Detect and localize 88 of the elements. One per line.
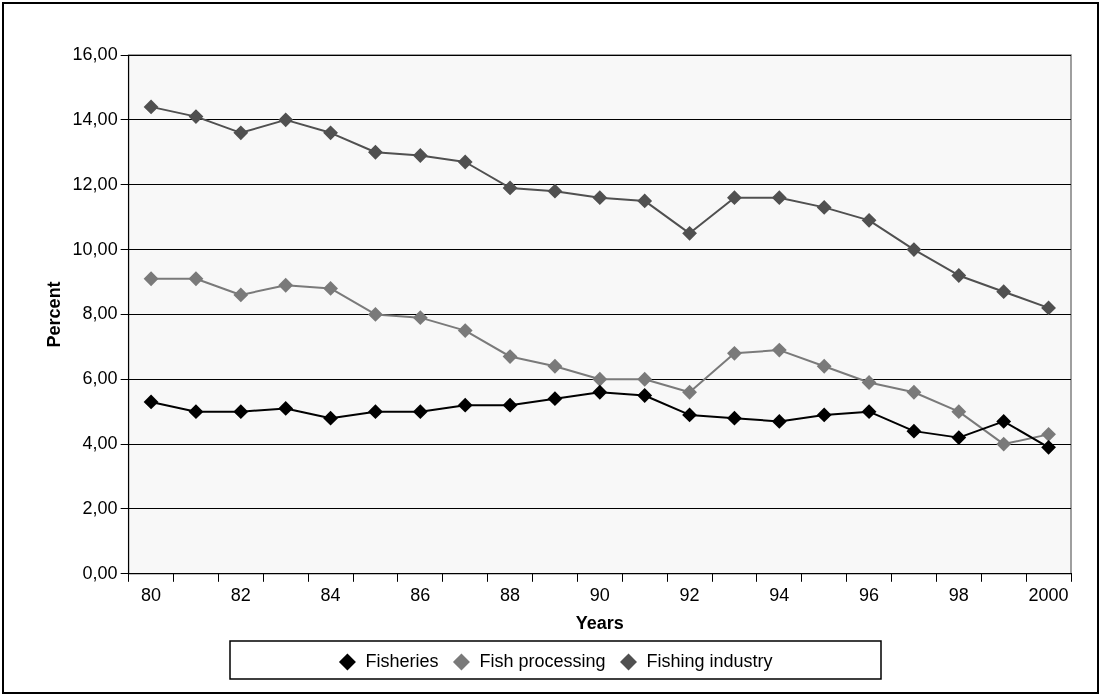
point <box>996 284 1011 299</box>
x-tick-label: 80 <box>141 584 162 605</box>
y-tick-label: 0,00 <box>82 562 118 583</box>
point <box>547 359 562 374</box>
point <box>727 346 742 361</box>
point <box>592 385 607 400</box>
point <box>458 398 473 413</box>
point <box>368 307 383 322</box>
point <box>144 99 159 114</box>
point <box>547 184 562 199</box>
point <box>188 109 203 124</box>
x-tick-label: 94 <box>769 584 790 605</box>
y-tick-label: 14,00 <box>72 108 118 129</box>
point <box>503 398 518 413</box>
point <box>1041 440 1056 455</box>
point <box>188 271 203 286</box>
y-axis-title: Percent <box>43 281 64 348</box>
point <box>413 148 428 163</box>
x-tick-label: 96 <box>859 584 880 605</box>
y-tick-label: 12,00 <box>72 173 118 194</box>
point <box>682 226 697 241</box>
point <box>637 388 652 403</box>
point <box>233 404 248 419</box>
point <box>233 287 248 302</box>
point <box>817 359 832 374</box>
point <box>458 155 473 169</box>
point <box>817 200 832 215</box>
legend-label: Fishing industry <box>646 650 773 671</box>
point <box>637 372 652 387</box>
point <box>951 404 966 419</box>
point <box>547 391 562 406</box>
point <box>278 401 293 416</box>
y-tick-label: 10,00 <box>72 238 118 259</box>
y-tick-label: 16,00 <box>72 43 118 64</box>
point <box>233 125 248 140</box>
point <box>682 407 697 422</box>
x-tick-label: 98 <box>948 584 969 605</box>
point <box>772 414 787 429</box>
point <box>413 404 428 419</box>
point <box>1041 300 1056 315</box>
point <box>727 411 742 426</box>
point <box>144 394 159 409</box>
point <box>1041 427 1056 442</box>
point <box>772 343 787 358</box>
point <box>503 180 518 195</box>
point <box>996 414 1011 429</box>
point <box>144 271 159 286</box>
point <box>323 281 338 296</box>
point <box>772 190 787 205</box>
point <box>323 411 338 426</box>
y-tick-label: 4,00 <box>82 433 118 454</box>
point <box>413 310 428 325</box>
point <box>637 193 652 208</box>
point <box>278 278 293 293</box>
x-tick-label: 82 <box>230 584 251 605</box>
y-tick-label: 6,00 <box>82 368 118 389</box>
legend-label: Fish processing <box>479 650 606 671</box>
point <box>188 404 203 419</box>
point <box>906 385 921 400</box>
x-tick-label: 88 <box>500 584 521 605</box>
point <box>906 424 921 439</box>
point <box>323 125 338 140</box>
x-tick-label: 84 <box>320 584 341 605</box>
point <box>727 190 742 205</box>
point <box>458 323 473 338</box>
point <box>503 349 518 364</box>
point <box>862 404 877 419</box>
x-tick-label: 90 <box>589 584 610 605</box>
point <box>996 437 1011 452</box>
point <box>368 404 383 419</box>
point <box>278 112 293 127</box>
point <box>368 145 383 160</box>
point <box>817 407 832 422</box>
y-tick-label: 8,00 <box>82 303 118 324</box>
point <box>862 375 877 390</box>
point <box>951 268 966 283</box>
x-axis-title: Years <box>575 613 624 634</box>
x-tick-label: 86 <box>410 584 431 605</box>
point <box>951 430 966 445</box>
x-tick-label: 92 <box>679 584 700 605</box>
point <box>682 385 697 400</box>
point <box>906 242 921 257</box>
point <box>592 190 607 205</box>
point <box>592 372 607 387</box>
legend-label: Fisheries <box>365 650 439 671</box>
y-tick-label: 2,00 <box>82 497 118 518</box>
x-tick-label: 2000 <box>1028 584 1069 605</box>
point <box>862 213 877 228</box>
